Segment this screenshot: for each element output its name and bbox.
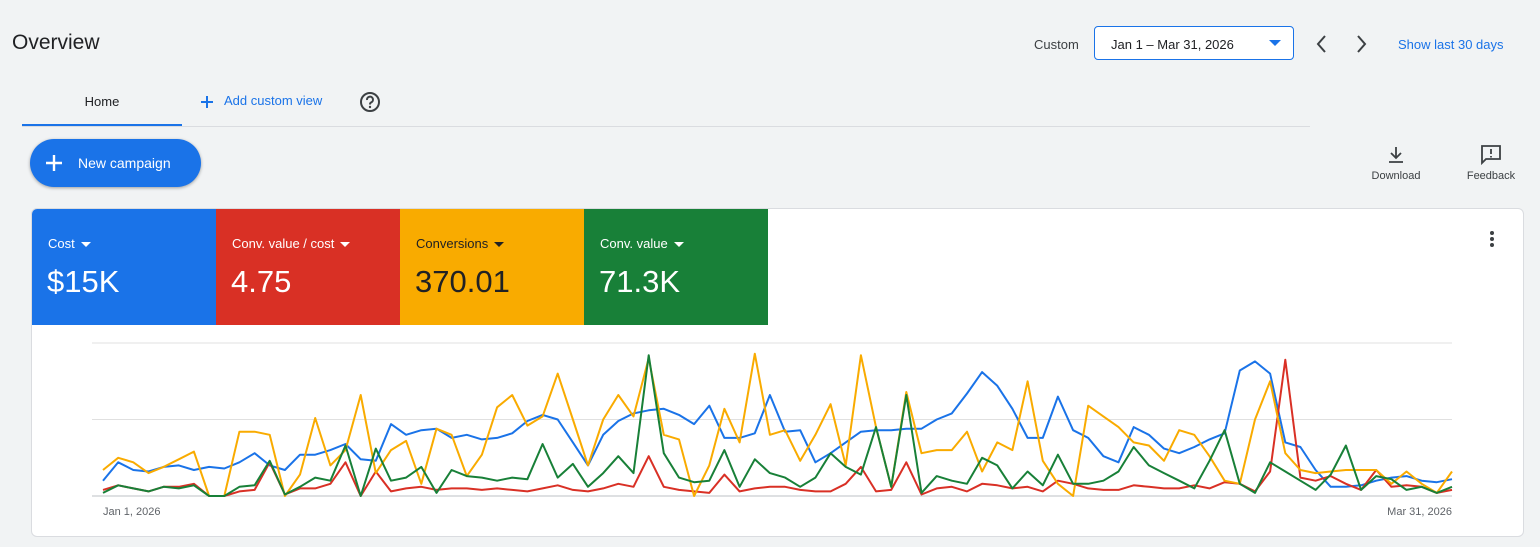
download-label[interactable]: Download: [1371, 170, 1421, 182]
series-line: [102, 354, 1453, 497]
tab-home[interactable]: Home: [22, 80, 182, 126]
dropdown-icon: [673, 241, 684, 247]
series-line: [102, 352, 1453, 497]
metric-value: $15K: [47, 264, 120, 299]
tab-divider: [22, 126, 1310, 127]
more-menu[interactable]: [1488, 229, 1496, 249]
feedback-icon[interactable]: [1480, 144, 1502, 166]
add-custom-view[interactable]: Add custom view: [224, 93, 323, 108]
x-tick-label: Mar 31, 2026: [1387, 506, 1452, 518]
dropdown-icon: [1269, 40, 1281, 46]
new-campaign-button[interactable]: New campaign: [30, 139, 201, 187]
x-tick-label: Jan 1, 2026: [103, 506, 161, 518]
nav-arrows[interactable]: [1312, 34, 1372, 54]
date-picker[interactable]: Jan 1 – Mar 31, 2026: [1094, 26, 1294, 60]
dropdown-icon: [340, 241, 351, 247]
plus-icon: [46, 155, 62, 171]
metric-value: 4.75: [231, 264, 292, 299]
metric-tile[interactable]: Conversions 370.01: [400, 209, 584, 325]
metric-label: Conv. value: [600, 236, 684, 251]
feedback-label[interactable]: Feedback: [1466, 170, 1516, 182]
metric-label: Conv. value / cost: [232, 236, 351, 251]
series-line: [102, 358, 1453, 497]
help-icon[interactable]: [359, 91, 381, 113]
date-range: Jan 1 – Mar 31, 2026: [1111, 37, 1234, 52]
download-icon[interactable]: [1386, 145, 1406, 165]
metric-label: Conversions: [416, 236, 505, 251]
metric-tile[interactable]: Conv. value 71.3K: [584, 209, 768, 325]
metric-tile[interactable]: Cost $15K: [32, 209, 216, 325]
new-campaign-label: New campaign: [78, 155, 171, 171]
range-label: Custom: [1034, 37, 1079, 52]
dropdown-icon: [80, 241, 91, 247]
metric-label: Cost: [48, 236, 91, 251]
metric-tile[interactable]: Conv. value / cost 4.75: [216, 209, 400, 325]
plus-icon: [201, 96, 213, 108]
series-line: [102, 360, 1453, 488]
metric-value: 370.01: [415, 264, 510, 299]
metric-value: 71.3K: [599, 264, 681, 299]
page-title: Overview: [12, 31, 100, 54]
dropdown-icon: [494, 241, 505, 247]
show-last-link[interactable]: Show last 30 days: [1398, 37, 1504, 52]
